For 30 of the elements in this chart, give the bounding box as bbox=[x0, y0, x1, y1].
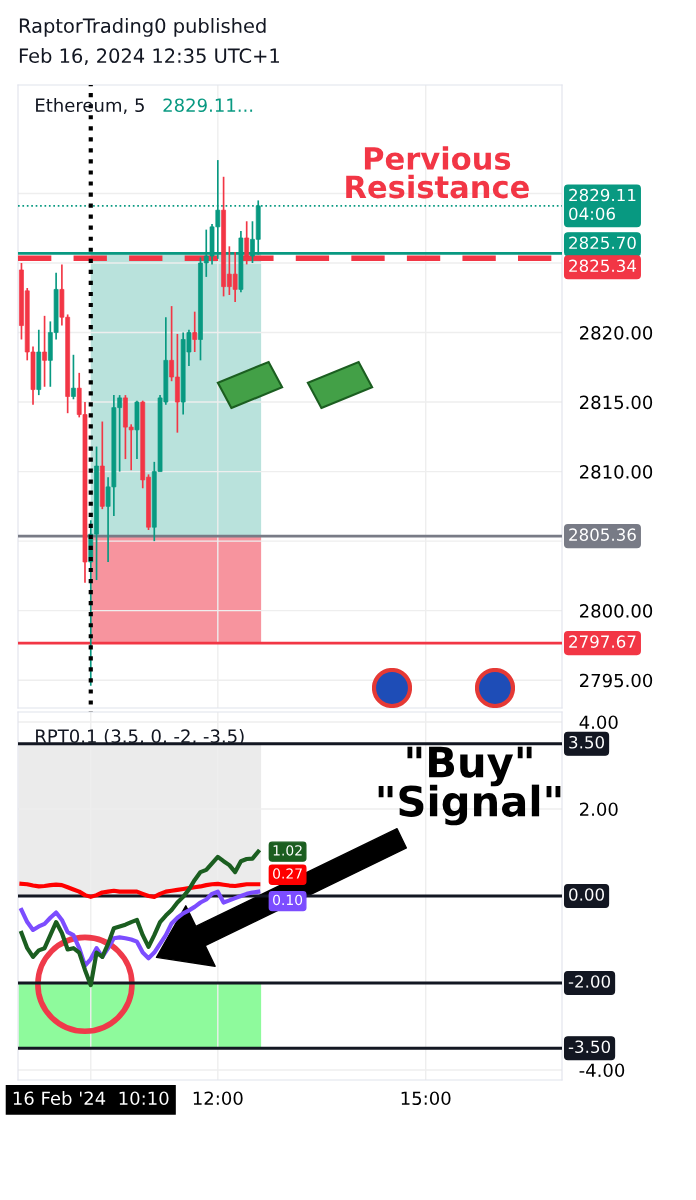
data-label: 0.27 bbox=[273, 868, 302, 879]
chart-title: RaptorTrading0 published bbox=[19, 18, 266, 37]
ref-line-label: 2797.67 bbox=[569, 635, 636, 648]
ref-line-label: -2.00 bbox=[568, 975, 611, 988]
annotation: Ethereum, 5 bbox=[36, 98, 144, 114]
x-tick-label: 16 Feb '24 10:10 bbox=[13, 1091, 169, 1106]
y-tick-label: 2810.00 bbox=[579, 465, 653, 479]
data-label: 1.02 bbox=[273, 845, 302, 856]
y-tick-label: 4.00 bbox=[579, 715, 618, 730]
annotation: Pervious Resistance bbox=[346, 146, 529, 199]
ref-line-label: 2825.70 bbox=[569, 236, 636, 250]
ref-line-label: 2825.34 bbox=[569, 259, 636, 273]
y-tick-label: 2.00 bbox=[579, 802, 618, 817]
chart-subtitle: Feb 16, 2024 12:35 UTC+1 bbox=[19, 48, 279, 66]
y-tick-label: 2820.00 bbox=[579, 325, 653, 340]
y-tick-label: 2815.00 bbox=[579, 395, 653, 410]
ref-line-label: 2829.11 04:06 bbox=[569, 188, 636, 221]
ref-line-label: 2805.36 bbox=[569, 528, 636, 541]
annotation: "Buy" "Signal" bbox=[378, 746, 561, 826]
data-label: 0.10 bbox=[273, 894, 303, 906]
annotation: 2829.11... bbox=[163, 98, 253, 113]
x-tick-label: 12:00 bbox=[193, 1091, 243, 1106]
ref-line-label: -3.50 bbox=[568, 1040, 611, 1054]
x-tick-label: 15:00 bbox=[401, 1091, 451, 1106]
y-tick-label: 2800.00 bbox=[579, 604, 653, 618]
y-tick-label: -4.00 bbox=[579, 1063, 625, 1078]
text: RPT0.1 (3.5, 0, -2, -3.5) bbox=[36, 729, 244, 746]
ref-line-label: 3.50 bbox=[569, 735, 604, 749]
ref-line-label: 0.00 bbox=[569, 888, 604, 901]
y-tick-label: 2795.00 bbox=[579, 673, 653, 688]
